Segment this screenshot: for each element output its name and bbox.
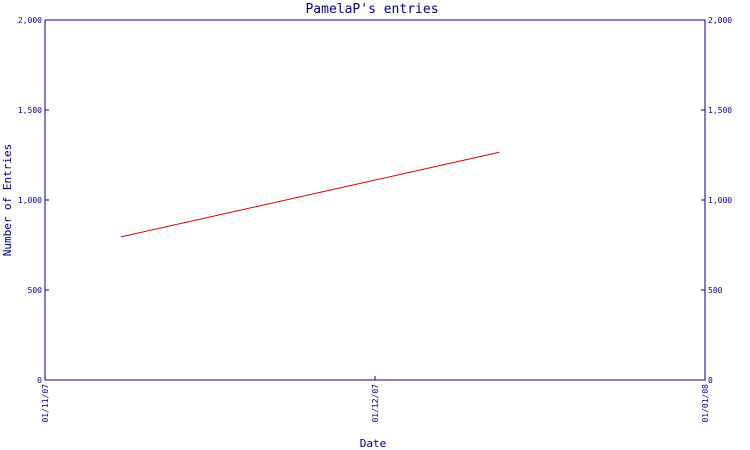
y-tick-label-right: 2,000 (708, 16, 732, 25)
y-tick-label-left: 1,500 (18, 106, 42, 115)
x-axis-title: Date (360, 437, 387, 450)
series-line (120, 151, 500, 238)
x-tick-label: 01/01/08 (701, 384, 710, 423)
y-axis-title: Number of Entries (1, 144, 14, 257)
y-tick-label-left: 0 (37, 376, 42, 385)
y-tick-label-right: 0 (708, 376, 713, 385)
y-tick-label-right: 1,500 (708, 106, 732, 115)
chart-title: PamelaP's entries (305, 2, 438, 17)
x-tick-label: 01/12/07 (371, 384, 380, 423)
y-tick-label-right: 500 (708, 286, 723, 295)
series-layer (120, 151, 500, 238)
y-tick-label-left: 500 (28, 286, 43, 295)
y-axis-right: 0 500 1,000 1,500 2,000 (701, 16, 732, 385)
y-axis-left: 0 500 1,000 1,500 2,000 (18, 16, 49, 385)
y-tick-label-left: 1,000 (18, 196, 42, 205)
y-tick-label-left: 2,000 (18, 16, 42, 25)
x-tick-label: 01/11/07 (41, 384, 50, 423)
plot-frame (44, 19, 706, 381)
x-axis: 01/11/07 01/12/07 01/01/08 (41, 376, 710, 423)
y-tick-label-right: 1,000 (708, 196, 732, 205)
